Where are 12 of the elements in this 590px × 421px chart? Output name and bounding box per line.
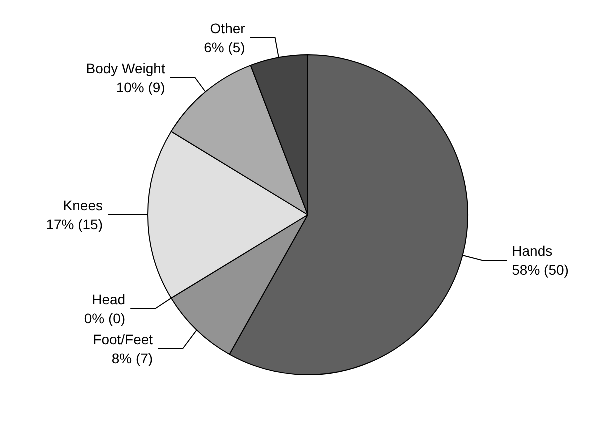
legend-label: Head <box>92 291 126 308</box>
data-label: 10% (9) <box>116 79 166 96</box>
slice-label: Body Weight <box>86 60 166 76</box>
text: 0% (0) <box>84 310 126 326</box>
data-label: 6% (5) <box>204 39 246 56</box>
slice-label: Other <box>210 20 246 36</box>
slice-label: Knees <box>63 198 103 214</box>
slice-label: Hands <box>512 243 553 260</box>
data-label: 8% (7) <box>112 350 154 366</box>
data-label: 58% (50) <box>512 262 569 278</box>
data-label: 17% (15) <box>46 216 103 232</box>
slice-label: Foot/Feet <box>93 331 154 348</box>
